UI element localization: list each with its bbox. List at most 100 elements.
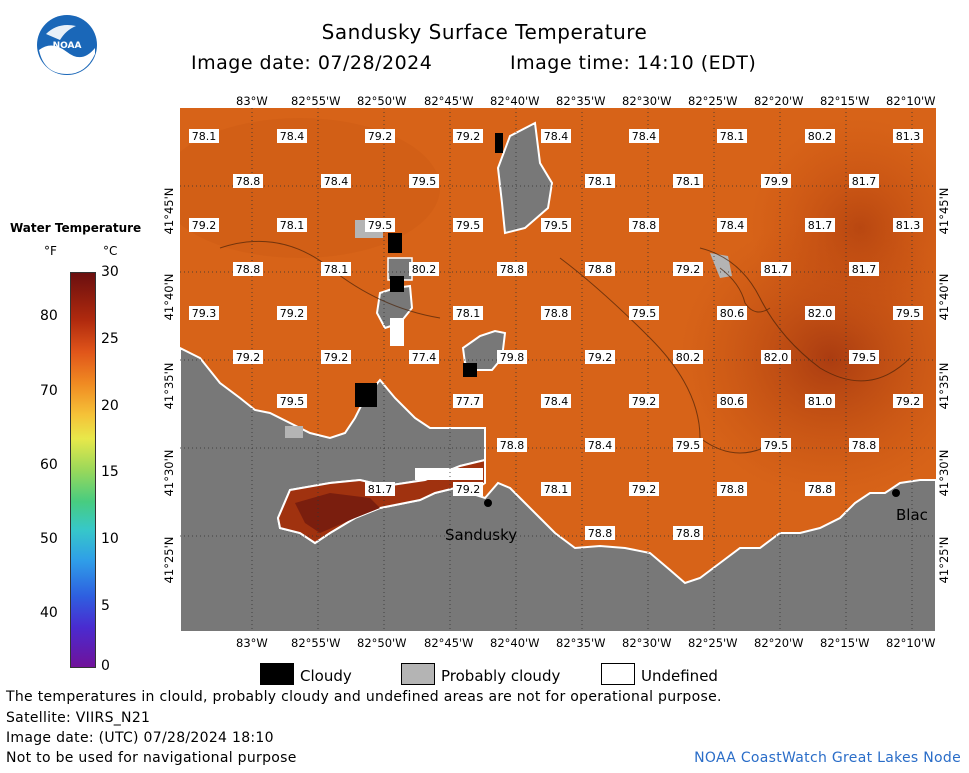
temperature-reading: 81.3 xyxy=(893,218,923,232)
reading-box xyxy=(717,306,747,320)
reading-value: 77.7 xyxy=(456,395,481,408)
reading-value: 79.2 xyxy=(632,395,657,408)
temperature-reading: 82.0 xyxy=(761,350,791,364)
reading-box xyxy=(585,350,615,364)
coastwatch-node-link: NOAA CoastWatch Great Lakes Node xyxy=(694,750,961,766)
temperature-reading: 79.2 xyxy=(893,394,923,408)
temperature-reading: 79.2 xyxy=(629,482,659,496)
reading-box xyxy=(453,482,483,496)
reading-box xyxy=(849,438,879,452)
temperature-reading: 79.3 xyxy=(189,306,219,320)
lon-label: 82°25'W xyxy=(688,94,738,108)
utc-date-text: Image date: (UTC) 07/28/2024 18:10 xyxy=(6,730,274,746)
temperature-reading: 81.7 xyxy=(849,262,879,276)
reading-value: 79.2 xyxy=(280,307,305,320)
reading-value: 81.7 xyxy=(368,483,393,496)
reading-value: 78.8 xyxy=(676,527,701,540)
reading-box xyxy=(585,438,615,452)
reading-value: 78.8 xyxy=(852,439,877,452)
reading-value: 79.5 xyxy=(764,439,789,452)
lon-label: 82°30'W xyxy=(622,94,672,108)
temperature-reading: 79.5 xyxy=(673,438,703,452)
undefined-area xyxy=(390,318,404,346)
reading-value: 78.8 xyxy=(500,439,525,452)
lon-label: 82°55'W xyxy=(291,636,341,650)
reading-value: 78.1 xyxy=(676,175,701,188)
reading-value: 78.4 xyxy=(632,130,657,143)
reading-box xyxy=(233,350,263,364)
reading-value: 80.2 xyxy=(676,351,701,364)
lat-label: 41°45'N xyxy=(162,187,176,235)
undefined-swatch xyxy=(601,663,635,685)
reading-box xyxy=(541,218,571,232)
reading-box xyxy=(277,218,307,232)
reading-value: 79.2 xyxy=(896,395,921,408)
legend-unit-f: °F xyxy=(44,244,57,258)
reading-value: 82.0 xyxy=(764,351,789,364)
reading-box xyxy=(277,306,307,320)
reading-value: 81.0 xyxy=(808,395,833,408)
reading-value: 79.2 xyxy=(192,219,217,232)
temperature-reading: 78.8 xyxy=(497,438,527,452)
temperature-reading: 81.7 xyxy=(365,482,395,496)
navigation-warning: Not to be used for navigational purpose xyxy=(6,750,297,766)
c-tick: 10 xyxy=(101,531,119,547)
temperature-reading: 81.0 xyxy=(805,394,835,408)
reading-value: 79.2 xyxy=(368,130,393,143)
reading-box xyxy=(849,350,879,364)
reading-value: 81.7 xyxy=(852,263,877,276)
lon-label: 82°10'W xyxy=(886,94,936,108)
reading-box xyxy=(541,129,571,143)
c-tick: 20 xyxy=(101,398,119,414)
warm-water-area xyxy=(750,118,969,338)
temperature-reading: 78.1 xyxy=(541,482,571,496)
f-tick: 70 xyxy=(40,383,58,399)
reading-box xyxy=(629,394,659,408)
temperature-reading: 78.8 xyxy=(233,262,263,276)
city-dot-black-river xyxy=(892,489,900,497)
reading-value: 78.8 xyxy=(236,175,261,188)
reading-box xyxy=(673,174,703,188)
reading-box xyxy=(497,262,527,276)
lon-label: 83°W xyxy=(236,636,268,650)
reading-value: 81.7 xyxy=(808,219,833,232)
legend-title: Water Temperature xyxy=(10,221,142,235)
reading-value: 78.4 xyxy=(588,439,613,452)
temperature-reading: 78.8 xyxy=(497,262,527,276)
reading-box xyxy=(673,350,703,364)
temperature-reading: 77.4 xyxy=(409,350,439,364)
lat-label: 41°25'N xyxy=(937,536,951,584)
reading-value: 78.1 xyxy=(544,483,569,496)
lat-label: 41°30'N xyxy=(162,449,176,497)
lon-label: 82°15'W xyxy=(820,94,870,108)
temperature-reading: 78.4 xyxy=(321,174,351,188)
reading-box xyxy=(189,306,219,320)
temperature-reading: 79.5 xyxy=(409,174,439,188)
reading-box xyxy=(453,129,483,143)
reading-box xyxy=(761,262,791,276)
reading-box xyxy=(673,438,703,452)
temperature-reading: 79.2 xyxy=(365,129,395,143)
temperature-reading: 79.5 xyxy=(629,306,659,320)
reading-box xyxy=(233,174,263,188)
temperature-reading: 78.8 xyxy=(233,174,263,188)
lat-label: 41°30'N xyxy=(937,449,951,497)
reading-value: 78.8 xyxy=(808,483,833,496)
temperature-reading: 78.1 xyxy=(453,306,483,320)
contour-line xyxy=(699,247,911,382)
reading-box xyxy=(629,129,659,143)
temperature-reading: 78.8 xyxy=(629,218,659,232)
cloud-patch xyxy=(495,133,503,153)
probably-cloudy-patch xyxy=(285,426,303,438)
reading-box xyxy=(541,306,571,320)
reading-box xyxy=(805,218,835,232)
reading-value: 78.8 xyxy=(500,263,525,276)
reading-value: 79.5 xyxy=(852,351,877,364)
reading-box xyxy=(761,438,791,452)
reading-value: 78.1 xyxy=(280,219,305,232)
temperature-reading: 79.2 xyxy=(189,218,219,232)
temperature-reading: 77.7 xyxy=(453,394,483,408)
temperature-reading: 78.1 xyxy=(277,218,307,232)
bay-hot-spot xyxy=(295,493,380,533)
temperature-labels: 78.1 78.4 79.2 79.2 78.4 78.4 78.1 80.2 81.3 78.8… xyxy=(189,129,923,540)
